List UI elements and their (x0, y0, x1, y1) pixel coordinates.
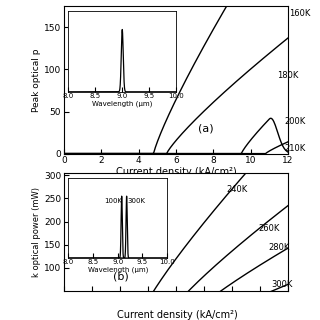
X-axis label: Current density (kA/cm²): Current density (kA/cm²) (116, 167, 236, 177)
Text: 160K: 160K (289, 9, 310, 18)
Y-axis label: k optical power (mW): k optical power (mW) (32, 187, 41, 277)
Text: Current density (kA/cm²): Current density (kA/cm²) (117, 310, 238, 320)
Text: 180K: 180K (277, 71, 298, 80)
Text: 300K: 300K (271, 280, 292, 289)
Text: 240K: 240K (227, 185, 248, 194)
Text: (b): (b) (113, 271, 129, 281)
Text: 260K: 260K (259, 224, 280, 233)
Text: 280K: 280K (268, 244, 290, 252)
Text: 200K: 200K (284, 117, 306, 126)
Y-axis label: Peak optical p: Peak optical p (32, 48, 41, 112)
Text: (a): (a) (198, 124, 214, 133)
Text: 210K: 210K (284, 143, 306, 153)
